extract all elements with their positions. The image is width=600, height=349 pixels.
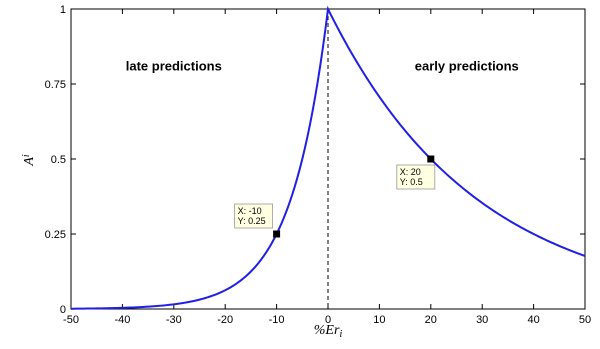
y-tick-label: 0.25 bbox=[45, 229, 66, 241]
y-tick-label: 0 bbox=[60, 304, 66, 316]
datatip-y-label: Y: 0.5 bbox=[400, 177, 423, 187]
x-tick-label: -10 bbox=[269, 314, 285, 326]
y-axis-label: Ai bbox=[21, 154, 37, 167]
x-tick-label: -50 bbox=[63, 314, 79, 326]
x-tick-label: 20 bbox=[425, 314, 437, 326]
datatip-x-label: X: -10 bbox=[238, 206, 262, 216]
datatip-x-label: X: 20 bbox=[400, 167, 421, 177]
x-tick-label: 30 bbox=[476, 314, 488, 326]
x-axis-ticks: -50 -40 -30 -20 -10 0 10 20 30 40 50 bbox=[63, 9, 591, 326]
x-axis-label-sub: i bbox=[339, 329, 342, 340]
x-tick-label: 50 bbox=[579, 314, 591, 326]
datatip[interactable]: X: -10Y: 0.25 bbox=[234, 203, 281, 238]
x-tick-label: 40 bbox=[527, 314, 539, 326]
annotation-label: early predictions bbox=[415, 59, 519, 74]
annotation-label: late predictions bbox=[126, 59, 222, 74]
y-tick-label: 0.5 bbox=[51, 154, 66, 166]
y-tick-label: 1 bbox=[60, 4, 66, 16]
datatip-y-label: Y: 0.25 bbox=[238, 216, 266, 226]
datatip-marker[interactable] bbox=[427, 155, 435, 163]
x-tick-label: 10 bbox=[373, 314, 385, 326]
datatip-marker[interactable] bbox=[273, 230, 281, 238]
y-axis-label-sub: i bbox=[21, 154, 32, 157]
datatips: X: -10Y: 0.25 X: 20Y: 0.5 bbox=[234, 155, 436, 238]
annotations: late predictions early predictions bbox=[126, 59, 519, 74]
x-tick-label: 0 bbox=[325, 314, 331, 326]
datatip-box bbox=[396, 164, 436, 190]
datatip-box bbox=[234, 203, 274, 229]
x-tick-label: -20 bbox=[217, 314, 233, 326]
y-tick-label: 0.75 bbox=[45, 79, 66, 91]
y-axis-ticks: 0 0.25 0.5 0.75 1 bbox=[45, 4, 585, 316]
x-axis-label: %Eri bbox=[314, 323, 343, 340]
x-tick-label: -30 bbox=[166, 314, 182, 326]
x-tick-label: -40 bbox=[114, 314, 130, 326]
x-axis-label-main: %Er bbox=[314, 323, 340, 338]
y-axis-label-main: A bbox=[22, 157, 37, 167]
series-line bbox=[70, 5, 586, 310]
datatip[interactable]: X: 20Y: 0.5 bbox=[396, 155, 436, 190]
